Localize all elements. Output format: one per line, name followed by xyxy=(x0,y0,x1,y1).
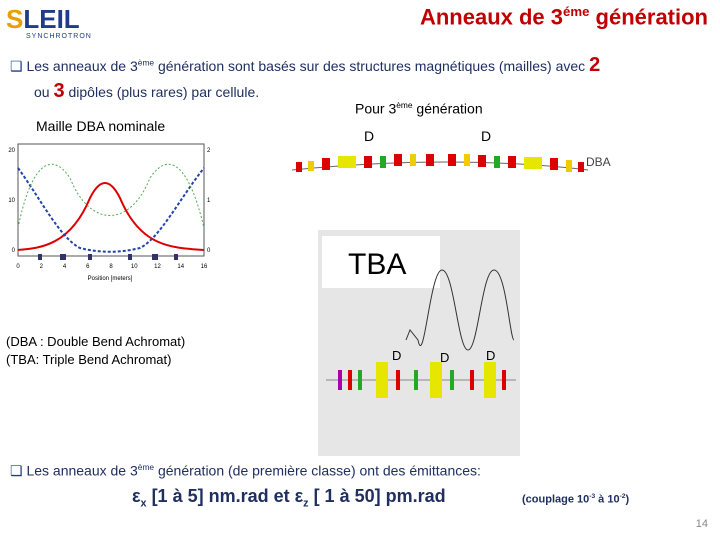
y-tick-label: 10 xyxy=(8,198,15,204)
x-tick-label: 4 xyxy=(63,264,67,270)
dipole-label: D xyxy=(486,348,495,363)
sup: -2 xyxy=(619,493,626,500)
text: Les anneaux de 3 xyxy=(26,462,138,479)
x-tick-label: 10 xyxy=(131,264,138,270)
y2-tick-label: 0 xyxy=(207,248,211,254)
tba-figure: TBA D D D xyxy=(318,230,520,456)
text: génération (de première classe) ont des … xyxy=(154,462,481,479)
sup: ème xyxy=(137,57,155,68)
y-tick-label: 20 xyxy=(8,148,15,154)
number: 2 xyxy=(589,54,601,76)
label-box xyxy=(322,236,440,288)
lattice-heading: Pour 3ème génération xyxy=(355,100,483,117)
logo-sun: S xyxy=(6,4,24,34)
dipole-label: D xyxy=(364,128,375,144)
x-tick-label: 6 xyxy=(86,264,90,270)
dipole-label: D xyxy=(440,350,449,365)
lattice-label: DBA xyxy=(586,155,611,169)
plot-frame xyxy=(17,143,205,257)
dba-lattice: DBA xyxy=(291,154,611,172)
text: ε xyxy=(132,486,141,506)
sub: z xyxy=(303,497,309,510)
number: 3 xyxy=(53,80,65,102)
text: ) xyxy=(625,493,630,506)
x-tick-label: 2 xyxy=(40,264,44,270)
note: (TBA: Triple Bend Achromat) xyxy=(6,352,172,367)
x-ticks: 0 2 4 6 8 10 12 14 16 xyxy=(16,264,208,270)
text: ε xyxy=(294,486,304,506)
lattice-strip xyxy=(38,254,178,260)
curve xyxy=(17,163,205,229)
sup: ème xyxy=(137,462,155,472)
x-tick-label: 14 xyxy=(177,264,184,270)
text: génération xyxy=(412,100,483,117)
y2-tick-label: 1 xyxy=(207,198,211,204)
y-tick-label: 0 xyxy=(12,248,16,254)
logo: SLEIL xyxy=(6,4,80,35)
text: génération sont basés sur des structures… xyxy=(154,58,590,74)
y-ticks: 0 10 20 0 1 2 xyxy=(8,148,211,254)
x-tick-label: 8 xyxy=(109,264,113,270)
text: [ 1 à 50] pm.rad xyxy=(308,486,446,506)
y2-tick-label: 2 xyxy=(207,148,211,154)
x-axis-label: Position [meters] xyxy=(88,276,133,282)
dipole-label: D xyxy=(481,128,492,144)
x-tick-label: 0 xyxy=(16,264,20,270)
text: Les anneaux de 3 xyxy=(26,58,138,74)
curve xyxy=(17,167,205,253)
dba-plot-label: Maille DBA nominale xyxy=(36,118,166,134)
magnets xyxy=(338,362,506,398)
beam-line xyxy=(291,161,589,171)
coupling: (couplage 10-3 à 10-2) xyxy=(522,493,629,506)
bullet-1: ❑ Les anneaux de 3ème génération sont ba… xyxy=(10,54,600,77)
title: Anneaux de 3éme génération xyxy=(420,4,708,30)
sup: -3 xyxy=(589,493,596,500)
sup: ème xyxy=(396,100,413,110)
title-sup: éme xyxy=(563,4,590,19)
text: dipôles (plus rares) par cellule. xyxy=(64,84,260,100)
dispersion-curve xyxy=(405,269,515,351)
note: (DBA : Double Bend Achromat) xyxy=(6,334,186,349)
magnets xyxy=(296,154,584,172)
x-tick-label: 12 xyxy=(154,264,161,270)
curve xyxy=(17,182,205,251)
text: ou xyxy=(34,84,54,100)
x-tick-label: 16 xyxy=(201,264,208,270)
text: à 10 xyxy=(595,493,620,506)
text: Pour 3 xyxy=(355,100,397,117)
tba-label: TBA xyxy=(348,248,406,281)
bullet-1-cont: ou 3 dipôles (plus rares) par cellule. xyxy=(34,80,259,103)
sub: x xyxy=(140,497,147,510)
logo-text: LEIL xyxy=(23,4,80,34)
formula: εx [1 à 5] nm.rad et εz [ 1 à 50] pm.rad xyxy=(132,486,446,510)
bullet-2: ❑ Les anneaux de 3ème génération (de pre… xyxy=(10,462,481,480)
bullet-icon: ❑ xyxy=(10,58,27,74)
page-number: 14 xyxy=(695,518,708,530)
dipole-label: D xyxy=(392,348,401,363)
text: (couplage 10 xyxy=(522,493,590,506)
bullet-icon: ❑ xyxy=(10,462,27,479)
title-rest: génération xyxy=(589,4,708,30)
title-main: Anneaux de 3 xyxy=(419,4,564,30)
logo-tagline: SYNCHROTRON xyxy=(26,33,92,40)
text: [1 à 5] nm.rad et xyxy=(146,486,295,506)
